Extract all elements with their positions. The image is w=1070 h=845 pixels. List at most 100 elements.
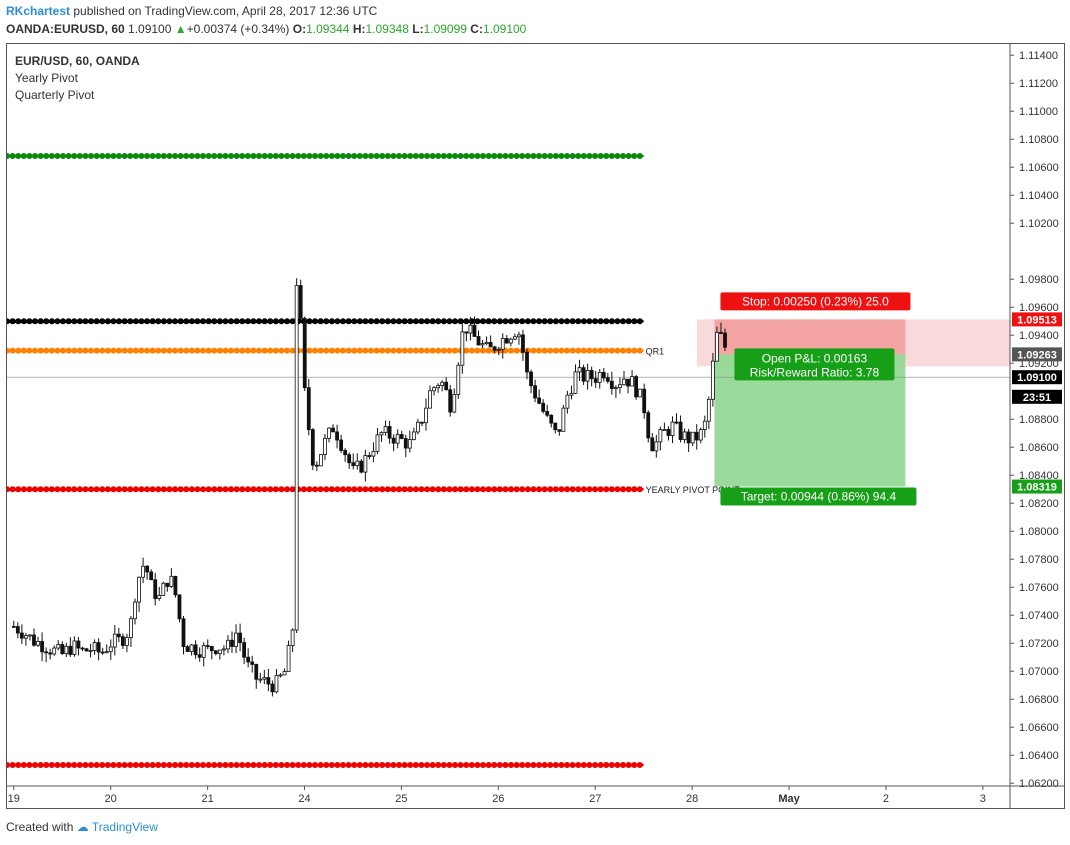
price-tick-label: 1.07200: [1019, 638, 1059, 650]
candle-body: [222, 648, 226, 651]
candle-body: [710, 360, 715, 400]
price-tick-label: 1.06800: [1019, 694, 1059, 706]
candle-body: [351, 462, 356, 467]
candle-body: [149, 571, 154, 581]
candle-body: [694, 431, 699, 441]
low-label: L:: [412, 22, 424, 36]
candle-body: [622, 378, 626, 386]
candle-body: [44, 651, 49, 654]
stop-label: Stop: 0.00250 (0.23%) 25.0: [742, 294, 889, 308]
candle-body: [355, 460, 360, 467]
candle-body: [403, 438, 408, 449]
candle-body: [715, 331, 719, 362]
price-tick-label: 1.08000: [1019, 526, 1059, 538]
price-tag-box: [1012, 389, 1062, 404]
candle-body: [205, 645, 210, 648]
candle-body: [36, 641, 40, 646]
candle-body: [242, 642, 247, 658]
candle-body: [262, 677, 267, 680]
candle-body: [706, 398, 711, 422]
candle-body: [319, 454, 323, 467]
candle-body: [40, 641, 44, 653]
candle-body: [137, 576, 141, 603]
candle-body: [609, 380, 614, 389]
candle-body: [690, 431, 695, 444]
candle-body: [120, 636, 125, 646]
publish-info: RKchartest published on TradingView.com,…: [6, 4, 377, 18]
risk-reward-label: Risk/Reward Ratio: 3.78: [750, 365, 880, 379]
candle-body: [129, 618, 133, 639]
candle-body: [60, 644, 65, 654]
close-value: 1.09100: [482, 22, 527, 36]
candles: [11, 278, 727, 697]
candle-body: [686, 431, 691, 444]
candle-body: [290, 629, 295, 646]
candle-body: [387, 426, 392, 439]
candle-body: [133, 601, 137, 620]
candle-body: [327, 427, 331, 439]
symbol-label: OANDA:EURUSD, 60: [6, 22, 125, 36]
price-tick-label: 1.10400: [1019, 190, 1059, 202]
candle-body: [250, 661, 255, 665]
candle-body: [682, 431, 687, 440]
symbol-info: OANDA:EURUSD, 60 1.09100 ▲+0.00374 (+0.3…: [6, 22, 526, 36]
footer: Created with ☁ TradingView: [6, 820, 158, 834]
candle-body: [407, 439, 412, 449]
position-labels: Stop: 0.00250 (0.23%) 25.0 Open P&L: 0.00…: [720, 292, 917, 506]
price-tick-label: 1.06600: [1019, 722, 1059, 734]
candle-body: [605, 377, 610, 382]
candle-body: [654, 441, 659, 452]
candle-body: [488, 341, 493, 348]
candle-body: [343, 450, 348, 456]
candle-body: [11, 626, 16, 628]
price-tick-label: 1.07000: [1019, 666, 1059, 678]
candle-body: [266, 677, 271, 685]
candle-body: [64, 645, 69, 654]
price-tick-label: 1.09600: [1019, 302, 1059, 314]
price-axis: 1.11400 1.11200 1.11000 1.10800 1.10600 1.104…: [1009, 44, 1062, 808]
candle-body: [460, 331, 465, 366]
chart[interactable]: QR1 YEARLY PIVOT POINT Stop: 0.00250 (0.2…: [7, 44, 1064, 808]
time-tick-label: 3: [980, 793, 986, 805]
candle-body: [185, 646, 190, 652]
candle-body: [678, 421, 683, 440]
time-axis: 19 20 21 24 25 26 27 28 May 2 3: [7, 785, 1064, 805]
published-text: published on TradingView.com, April 28, …: [73, 4, 378, 18]
candle-body: [286, 645, 291, 672]
candle-body: [476, 336, 481, 346]
time-tick-label: 20: [105, 793, 117, 805]
candle-body: [367, 455, 372, 457]
candle-body: [112, 633, 117, 648]
created-with-text: Created with: [6, 820, 74, 834]
price-tag-label: 1.09100: [1017, 372, 1057, 384]
author-link[interactable]: RKchartest: [6, 4, 71, 18]
candle-body: [157, 595, 162, 599]
tradingview-link[interactable]: TradingView: [91, 820, 158, 834]
candle-body: [533, 385, 537, 399]
price-tag-box: [1012, 347, 1062, 362]
candle-body: [589, 369, 594, 380]
candle-body: [193, 644, 198, 656]
candle-body: [565, 394, 570, 409]
candle-body: [630, 376, 634, 387]
candle-body: [702, 420, 707, 430]
candle-body: [238, 632, 242, 643]
time-tick-label: 27: [589, 793, 601, 805]
time-tick-label: 28: [686, 793, 698, 805]
candle-body: [440, 381, 445, 387]
candle-body: [15, 626, 20, 634]
high-value: 1.09348: [365, 22, 409, 36]
time-tick-label: 21: [201, 793, 213, 805]
candle-body: [323, 437, 327, 455]
candle-body: [48, 652, 53, 655]
candle-body: [92, 642, 97, 651]
last-price: 1.09100: [128, 22, 172, 36]
price-tag-label: 1.08319: [1017, 482, 1057, 494]
candle-body: [597, 372, 602, 383]
chart-frame[interactable]: QR1 YEARLY PIVOT POINT Stop: 0.00250 (0.2…: [6, 43, 1065, 809]
candle-body: [468, 324, 473, 334]
candle-body: [420, 421, 424, 424]
candle-body: [234, 632, 238, 647]
candle-body: [480, 343, 485, 346]
candle-body: [169, 575, 174, 587]
